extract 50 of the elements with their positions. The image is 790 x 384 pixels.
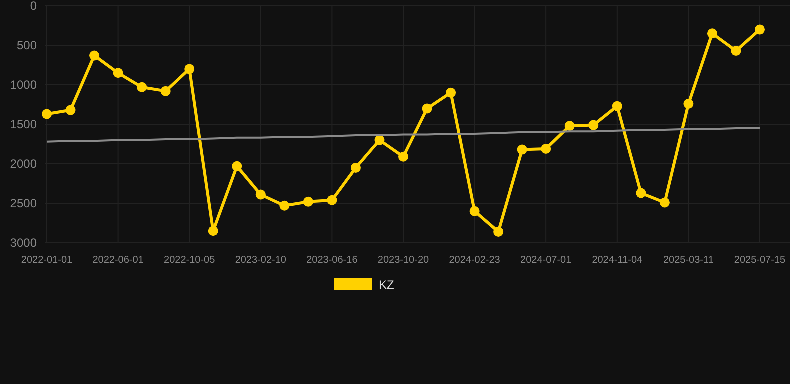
point <box>636 188 646 198</box>
y-tick-label: 500 <box>16 38 38 52</box>
x-tick-label: 2022-06-01 <box>92 255 144 266</box>
point <box>588 120 599 130</box>
x-tick-label: 2023-06-16 <box>306 255 358 266</box>
y-tick-label: 1500 <box>10 118 38 132</box>
point <box>422 104 432 114</box>
point <box>755 24 765 35</box>
point <box>731 46 742 56</box>
x-tick-label: 2024-02-23 <box>449 255 501 266</box>
y-tick-label: 1000 <box>10 78 38 92</box>
point <box>374 135 385 146</box>
x-tick-label: 2023-10-20 <box>378 255 430 266</box>
point <box>684 98 694 109</box>
point <box>256 190 266 200</box>
point <box>350 162 361 173</box>
y-tick-label: 3000 <box>10 236 38 250</box>
point <box>232 161 242 172</box>
point <box>446 88 456 98</box>
y-tick-label: 0 <box>30 0 38 13</box>
point <box>90 50 100 61</box>
point <box>303 196 314 207</box>
x-tick-label: 2024-11-04 <box>592 255 644 266</box>
point <box>160 86 171 96</box>
point <box>42 109 52 120</box>
point <box>612 101 622 112</box>
x-tick-label: 2025-07-15 <box>734 255 786 266</box>
point <box>564 121 575 132</box>
point <box>494 226 504 237</box>
x-tick-label: 2025-03-11 <box>663 255 714 266</box>
y-tick-label: 2500 <box>10 196 38 210</box>
point <box>66 105 76 116</box>
x-tick-label: 2022-01-01 <box>21 255 74 266</box>
point <box>470 206 480 216</box>
point <box>208 226 218 236</box>
point <box>541 144 552 154</box>
point <box>137 82 148 92</box>
x-tick-label: 2023-02-10 <box>235 255 287 266</box>
point <box>280 200 290 211</box>
x-tick-label: 2022-10-05 <box>164 255 216 266</box>
point <box>113 68 124 78</box>
point <box>327 195 338 206</box>
legend-label: KZ <box>379 278 394 292</box>
point <box>184 64 195 74</box>
x-tick-label: 2024-07-01 <box>520 255 572 266</box>
y-tick-label: 2000 <box>10 157 38 171</box>
point <box>517 144 528 155</box>
point <box>660 198 670 208</box>
point <box>398 152 408 162</box>
point <box>707 28 718 39</box>
